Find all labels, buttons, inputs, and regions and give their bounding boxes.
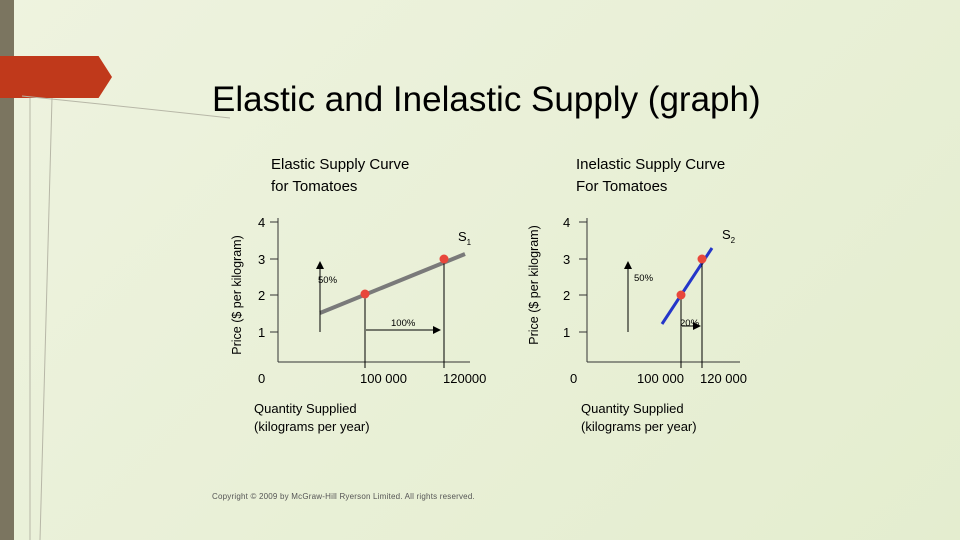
copyright-notice: Copyright © 2009 by McGraw-Hill Ryerson …	[212, 492, 475, 501]
left-chart-title: Elastic Supply Curve for Tomatoes	[271, 154, 511, 198]
left-chart-title-line1: Elastic Supply Curve	[271, 156, 410, 173]
right-y-tick-label-4: 4	[563, 215, 570, 230]
right-chart: Price ($ per kilogram) 4 3 2 1 0 100 000…	[527, 215, 747, 434]
left-price-change-label: 50%	[318, 275, 338, 286]
left-y-tick-label-1: 1	[258, 325, 265, 340]
right-y-tick-label-1: 1	[563, 325, 570, 340]
left-x-axis-label-line2: (kilograms per year)	[254, 419, 370, 434]
right-chart-title-line1: Inelastic Supply Curve	[576, 156, 726, 173]
red-accent-arrow	[0, 56, 112, 98]
right-chart-title: Inelastic Supply Curve For Tomatoes	[576, 154, 816, 198]
left-x-tick-label-0: 0	[258, 371, 265, 386]
left-supply-curve-s1	[319, 252, 466, 315]
right-y-axis-label: Price ($ per kilogram)	[527, 225, 541, 344]
right-y-tick-label-3: 3	[563, 252, 570, 267]
right-price-change-label: 50%	[634, 273, 654, 284]
left-x-tick-label-100000: 100 000	[360, 371, 407, 386]
right-y-tick-label-2: 2	[563, 288, 570, 303]
left-x-tick-label-120000: 120000	[443, 371, 486, 386]
left-y-tick-label-4: 4	[258, 215, 265, 230]
left-y-axis-label: Price ($ per kilogram)	[230, 235, 244, 354]
right-point-a	[676, 290, 686, 300]
right-curve-label: S2	[722, 227, 736, 245]
right-quantity-change-label: 20%	[680, 318, 700, 329]
right-chart-title-line2: For Tomatoes	[576, 178, 668, 195]
right-x-tick-label-120000: 120 000	[700, 371, 747, 386]
left-point-a	[360, 289, 370, 299]
left-x-axis-label-line1: Quantity Supplied	[254, 401, 357, 416]
right-x-tick-label-100000: 100 000	[637, 371, 684, 386]
left-accent-bar	[0, 0, 14, 540]
left-y-tick-label-3: 3	[258, 252, 265, 267]
right-x-axis-label-line1: Quantity Supplied	[581, 401, 684, 416]
left-quantity-change-label: 100%	[391, 318, 416, 329]
right-x-tick-label-0: 0	[570, 371, 577, 386]
left-curve-label: S1	[458, 229, 472, 247]
left-chart: Price ($ per kilogram) 4 3 2 1 0 100 000…	[230, 215, 486, 434]
left-point-b	[439, 254, 449, 264]
left-y-tick-label-2: 2	[258, 288, 265, 303]
right-x-axis-label-line2: (kilograms per year)	[581, 419, 697, 434]
right-point-b	[697, 254, 707, 264]
slide-title: Elastic and Inelastic Supply (graph)	[212, 80, 761, 119]
left-chart-title-line2: for Tomatoes	[271, 178, 358, 195]
